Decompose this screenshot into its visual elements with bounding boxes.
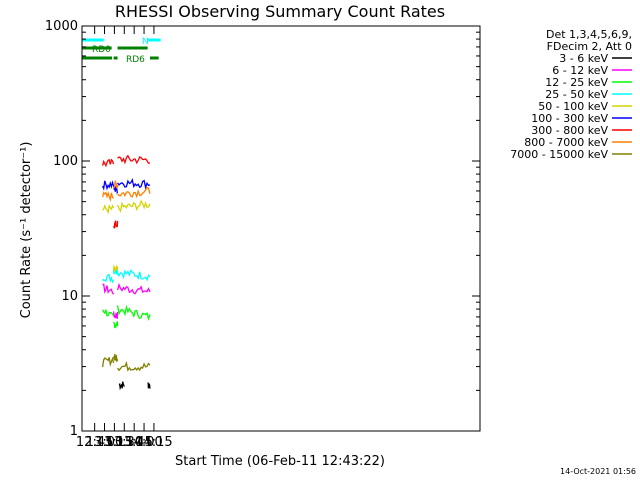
series-trace xyxy=(112,311,119,319)
series-trace xyxy=(117,269,151,282)
legend-entry: 100 - 300 keV xyxy=(531,112,632,125)
series-trace xyxy=(118,381,125,391)
x-tick-label: 13:15 xyxy=(96,435,133,450)
legend-label: 7000 - 15000 keV xyxy=(510,148,608,161)
chart-title: RHESSI Observing Summary Count Rates xyxy=(115,2,445,21)
series-100-300-kev xyxy=(102,178,151,195)
chart-title-group: RHESSI Observing Summary Count Rates xyxy=(115,2,445,21)
series-trace xyxy=(101,356,115,368)
legend-label: 6 - 12 keV xyxy=(552,64,608,77)
series-trace xyxy=(101,190,115,203)
x-tick-label: 12:45 xyxy=(76,435,113,450)
series-trace xyxy=(117,186,151,199)
series-3-6-kev xyxy=(118,381,151,391)
x-tick-label: 13:00 xyxy=(86,435,123,450)
plot-marks: N RD0 RD6 xyxy=(82,37,161,391)
series-trace xyxy=(117,199,151,214)
series-trace xyxy=(116,304,151,322)
series-trace xyxy=(102,309,115,317)
legend-label: 25 - 50 keV xyxy=(545,88,608,101)
series-25-50-kev xyxy=(102,267,151,284)
x-tick-label: 14:00 xyxy=(125,435,162,450)
flag-label-n: N xyxy=(142,37,149,47)
plot-axes: 1 10 100 1000 12:4513:0013:1513:3013:4514:00… xyxy=(45,19,481,450)
legend-label: 800 - 7000 keV xyxy=(524,136,608,149)
plot-frame xyxy=(81,25,481,432)
legend-entry: 7000 - 15000 keV xyxy=(510,148,632,161)
legend-header-line: FDecim 2, Att 0 xyxy=(547,40,632,53)
x-axis-label: Start Time (06-Feb-11 12:43:22) xyxy=(175,454,385,469)
legend-entry: 50 - 100 keV xyxy=(538,100,632,113)
legend-entry: 25 - 50 keV xyxy=(545,88,632,101)
legend-label: 12 - 25 keV xyxy=(545,76,608,89)
series-800-7000-kev xyxy=(101,180,151,203)
legend-entry: 300 - 800 keV xyxy=(531,124,632,137)
series-trace xyxy=(112,180,119,189)
series-trace xyxy=(102,274,115,284)
series-trace xyxy=(102,283,115,295)
legend-label: 300 - 800 keV xyxy=(531,124,608,137)
y-tick-label: 10 xyxy=(61,289,78,304)
series-trace xyxy=(102,180,115,191)
series-300-800-kev xyxy=(101,154,151,230)
legend-entry: 800 - 7000 keV xyxy=(524,136,632,149)
series-trace xyxy=(101,158,115,168)
legend-entry: 6 - 12 keV xyxy=(552,64,632,77)
series-trace xyxy=(147,382,151,389)
legend-label: 3 - 6 keV xyxy=(559,52,608,65)
x-tick-label: 13:30 xyxy=(106,435,143,450)
legend-label: 100 - 300 keV xyxy=(531,112,608,125)
series-7000-15000-kev xyxy=(101,353,151,372)
legend-entry: 3 - 6 keV xyxy=(559,52,632,65)
x-tick-label: 13:45 xyxy=(115,435,152,450)
y-tick-label: 1 xyxy=(70,424,78,439)
series-50-100-kev xyxy=(102,199,151,274)
legend-header-line: Det 1,3,4,5,6,9, xyxy=(546,28,632,41)
y-tick-label: 100 xyxy=(53,154,78,169)
y-tick-label: 1000 xyxy=(45,19,78,34)
render-timestamp: 14-Oct-2021 01:56 xyxy=(560,467,636,476)
series-12-25-kev xyxy=(102,304,151,329)
series-trace xyxy=(112,220,119,230)
flag-label-rd0: RD0 xyxy=(92,45,111,55)
series-trace xyxy=(112,185,119,195)
series-trace xyxy=(113,320,119,329)
series-trace xyxy=(116,282,151,295)
series-trace xyxy=(102,204,115,215)
series-trace xyxy=(112,264,119,274)
series-trace xyxy=(112,353,119,362)
x-tick-label: 14:15 xyxy=(135,435,172,450)
series-6-12-kev xyxy=(102,282,151,319)
series-trace xyxy=(117,154,151,165)
series-trace xyxy=(117,178,151,190)
legend: Det 1,3,4,5,6,9,FDecim 2, Att 03 - 6 keV… xyxy=(510,28,632,161)
flag-label-rd6: RD6 xyxy=(126,55,145,65)
y-axis-label: Count Rate (s⁻¹ detector⁻¹) xyxy=(19,142,34,319)
legend-label: 50 - 100 keV xyxy=(538,100,608,113)
legend-entry: 12 - 25 keV xyxy=(545,76,632,89)
series-trace xyxy=(117,361,151,372)
